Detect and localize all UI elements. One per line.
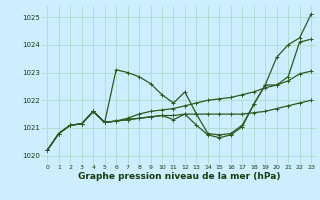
X-axis label: Graphe pression niveau de la mer (hPa): Graphe pression niveau de la mer (hPa) xyxy=(78,172,280,181)
